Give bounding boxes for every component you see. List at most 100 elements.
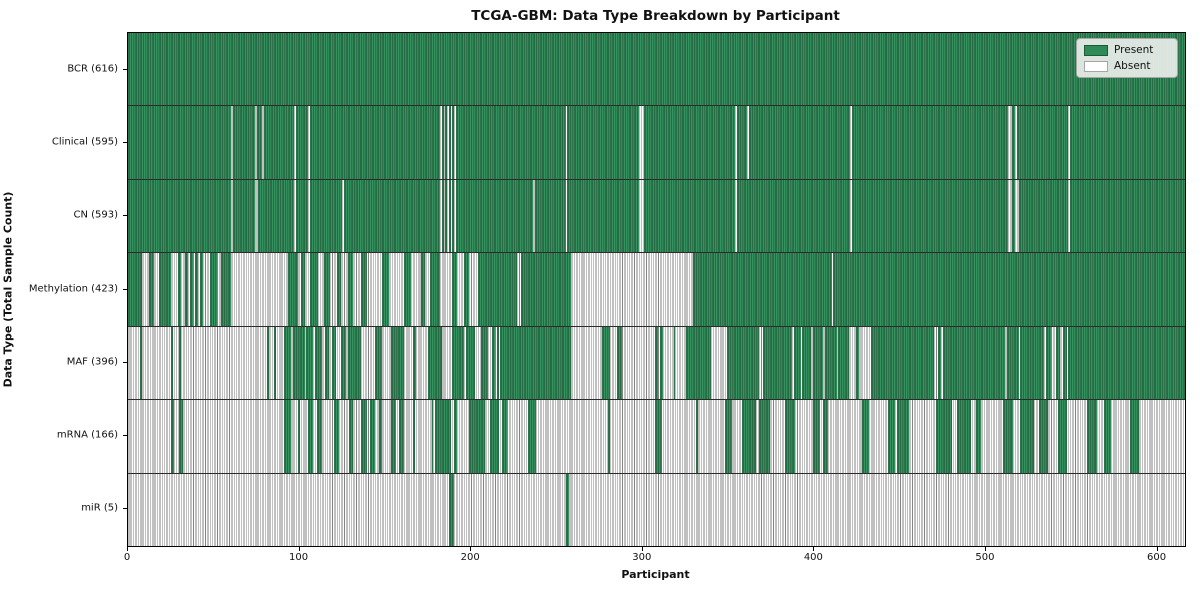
chart-title: TCGA-GBM: Data Type Breakdown by Partici… (471, 8, 840, 24)
heatmap-row-Methylation (128, 253, 1185, 327)
present-segment (1058, 400, 1067, 473)
present-segment (301, 253, 305, 326)
present-segment (534, 179, 566, 253)
present-segment (296, 179, 309, 253)
present-segment (128, 179, 231, 253)
present-segment (762, 326, 793, 400)
present-segment (1070, 106, 1185, 179)
present-segment (1104, 400, 1112, 473)
present-segment (565, 473, 569, 546)
present-segment (496, 326, 499, 400)
present-segment (200, 253, 204, 326)
present-segment (749, 106, 851, 179)
present-segment (490, 400, 499, 473)
present-segment (309, 179, 343, 253)
present-segment (654, 326, 659, 400)
present-segment (412, 326, 417, 400)
absent-swatch (1084, 60, 1108, 72)
present-segment (464, 253, 470, 326)
present-segment (445, 106, 448, 179)
y-tick-mark (123, 68, 127, 70)
present-segment (412, 400, 415, 473)
present-segment (812, 400, 820, 473)
present-segment (822, 400, 829, 473)
present-segment (896, 400, 909, 473)
present-segment (478, 253, 518, 326)
present-segment (1006, 326, 1019, 400)
present-segment (309, 253, 319, 326)
present-segment (361, 400, 367, 473)
present-segment (567, 179, 640, 253)
present-segment (601, 326, 611, 400)
present-segment (325, 326, 329, 400)
present-segment (399, 400, 405, 473)
present-segment (256, 106, 262, 179)
present-segment (520, 253, 571, 326)
present-segment (442, 106, 444, 179)
y-tick-mark (123, 288, 127, 290)
x-tick-mark (470, 547, 472, 551)
present-segment (232, 106, 255, 179)
x-tick-label: 300 (632, 552, 652, 563)
present-segment (975, 400, 981, 473)
present-segment (937, 326, 942, 400)
present-segment (1020, 400, 1034, 473)
present-segment (742, 400, 756, 473)
present-segment (340, 326, 346, 400)
present-segment (421, 253, 425, 326)
present-segment (273, 326, 276, 400)
present-segment (452, 179, 454, 253)
present-segment (838, 326, 849, 400)
present-segment (361, 253, 367, 326)
present-segment (644, 106, 736, 179)
x-tick-mark (127, 547, 128, 551)
present-segment (284, 400, 291, 473)
x-tick-mark (641, 547, 643, 551)
present-segment (445, 179, 448, 253)
present-segment (148, 253, 154, 326)
present-segment (824, 326, 837, 400)
present-segment (1020, 326, 1045, 400)
present-segment (390, 326, 405, 400)
heatmap-row-CN (128, 179, 1185, 254)
present-segment (1003, 400, 1014, 473)
present-segment (179, 326, 182, 400)
present-segment (170, 400, 175, 473)
present-segment (802, 326, 811, 400)
present-segment (170, 326, 173, 400)
heatmap-row-MAF (128, 326, 1185, 401)
y-tick-mark (123, 508, 127, 510)
present-segment (692, 253, 832, 326)
present-segment (140, 326, 142, 400)
present-segment (454, 400, 458, 473)
x-tick-label: 0 (123, 552, 131, 563)
present-segment (1130, 400, 1139, 473)
present-segment (296, 106, 309, 179)
heatmap-row-miR (128, 473, 1185, 546)
y-tick-label-BCR: BCR (616) (67, 63, 118, 75)
present-segment (179, 400, 183, 473)
present-segment (812, 326, 823, 400)
present-segment (266, 326, 269, 400)
present-segment (1016, 106, 1069, 179)
present-segment (888, 400, 895, 473)
present-segment (442, 179, 444, 253)
present-segment (333, 400, 340, 473)
present-segment (469, 400, 485, 473)
legend: Present Absent (1076, 38, 1178, 78)
heatmap-plot-area (127, 32, 1186, 547)
present-segment (308, 400, 314, 473)
present-segment (644, 179, 736, 253)
present-segment (1070, 179, 1185, 253)
present-segment (430, 253, 441, 326)
present-segment (685, 326, 712, 400)
present-segment (337, 253, 341, 326)
present-segment (284, 326, 291, 400)
x-tick-label: 200 (460, 552, 480, 563)
present-segment (323, 253, 331, 326)
y-tick-mark (123, 361, 127, 363)
present-segment (435, 400, 451, 473)
x-tick-mark (298, 547, 300, 551)
present-segment (189, 253, 194, 326)
x-tick-label: 100 (289, 552, 309, 563)
